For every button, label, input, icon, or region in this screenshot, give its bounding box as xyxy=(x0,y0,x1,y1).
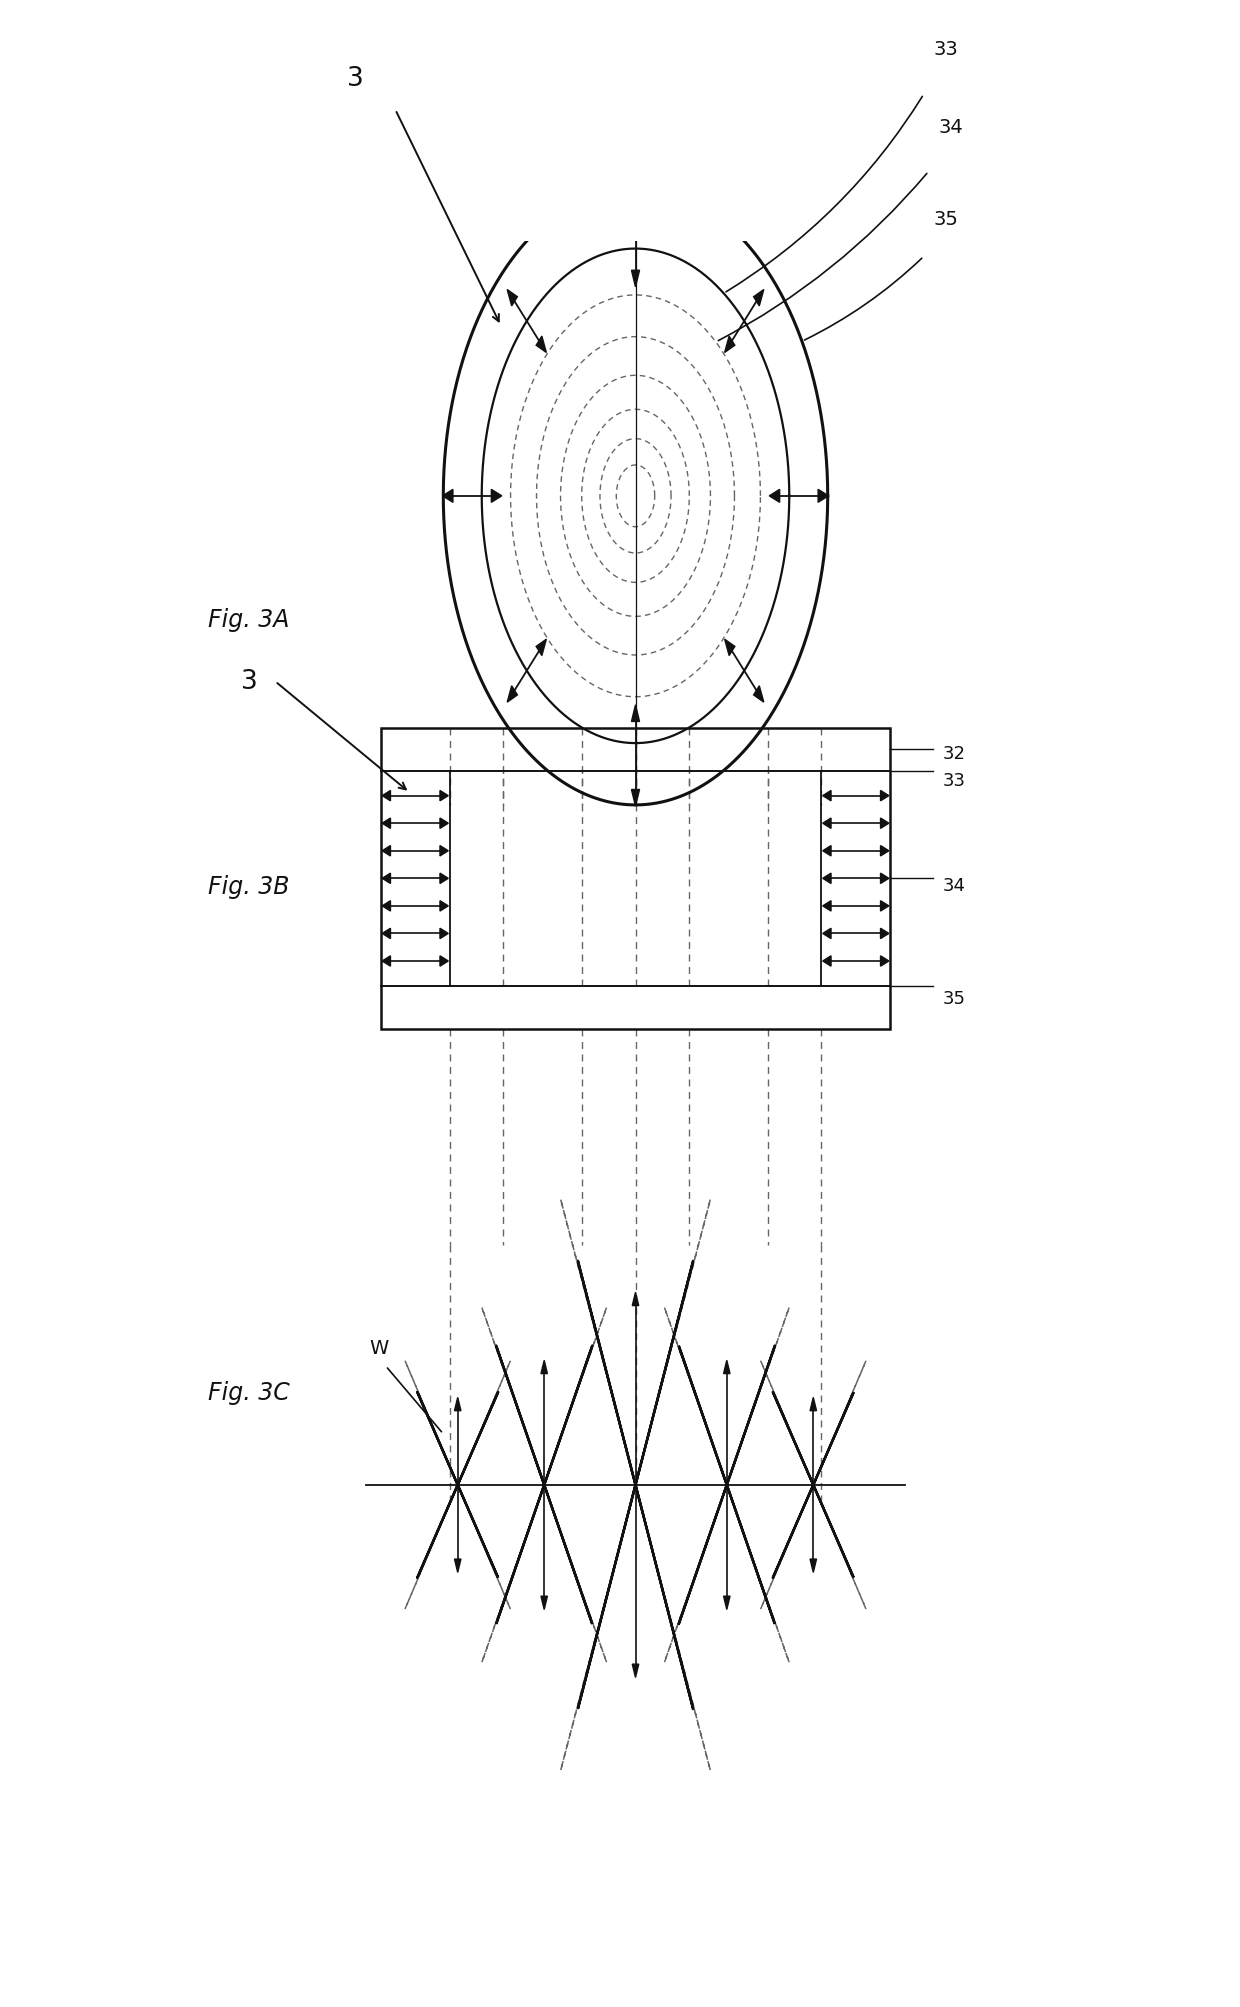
Polygon shape xyxy=(822,873,831,883)
Polygon shape xyxy=(507,289,517,305)
Text: 3: 3 xyxy=(347,66,365,92)
Text: 32: 32 xyxy=(944,745,966,763)
Text: Fig. 3B: Fig. 3B xyxy=(208,875,289,899)
Polygon shape xyxy=(443,490,453,502)
Text: 35: 35 xyxy=(934,211,959,229)
Polygon shape xyxy=(822,791,831,801)
Polygon shape xyxy=(822,845,831,855)
Polygon shape xyxy=(822,901,831,911)
Bar xyxy=(381,729,890,1030)
Text: 35: 35 xyxy=(944,989,966,1008)
Polygon shape xyxy=(631,704,640,721)
Text: 33: 33 xyxy=(944,773,966,791)
Polygon shape xyxy=(631,185,640,203)
Polygon shape xyxy=(822,819,831,829)
Polygon shape xyxy=(724,638,735,656)
Polygon shape xyxy=(382,819,391,829)
Polygon shape xyxy=(880,845,889,855)
Polygon shape xyxy=(455,1397,461,1411)
Text: 34: 34 xyxy=(944,877,966,895)
Polygon shape xyxy=(880,819,889,829)
Polygon shape xyxy=(822,955,831,965)
Polygon shape xyxy=(536,638,547,656)
Polygon shape xyxy=(631,271,640,287)
Polygon shape xyxy=(880,873,889,883)
Polygon shape xyxy=(724,1596,730,1610)
Text: 33: 33 xyxy=(934,40,959,60)
Polygon shape xyxy=(382,901,391,911)
Polygon shape xyxy=(880,901,889,911)
Polygon shape xyxy=(507,686,517,702)
Polygon shape xyxy=(880,791,889,801)
Polygon shape xyxy=(440,845,449,855)
Polygon shape xyxy=(818,490,828,502)
Polygon shape xyxy=(455,1559,461,1571)
Text: Fig. 3C: Fig. 3C xyxy=(208,1381,290,1405)
Polygon shape xyxy=(440,791,449,801)
Text: 34: 34 xyxy=(939,118,963,136)
Polygon shape xyxy=(754,289,764,305)
Polygon shape xyxy=(440,901,449,911)
Polygon shape xyxy=(536,335,547,353)
Polygon shape xyxy=(632,1293,639,1307)
Polygon shape xyxy=(822,929,831,939)
Polygon shape xyxy=(754,686,764,702)
Polygon shape xyxy=(541,1361,547,1373)
Polygon shape xyxy=(440,929,449,939)
Polygon shape xyxy=(632,1664,639,1678)
Polygon shape xyxy=(382,791,391,801)
Polygon shape xyxy=(724,335,735,353)
Polygon shape xyxy=(382,929,391,939)
Polygon shape xyxy=(880,955,889,965)
Text: Fig. 3A: Fig. 3A xyxy=(208,608,289,632)
Polygon shape xyxy=(440,955,449,965)
Polygon shape xyxy=(810,1559,816,1571)
Polygon shape xyxy=(382,873,391,883)
Polygon shape xyxy=(541,1596,547,1610)
Polygon shape xyxy=(382,955,391,965)
Text: 3: 3 xyxy=(242,668,258,694)
Polygon shape xyxy=(440,873,449,883)
Polygon shape xyxy=(810,1397,816,1411)
Polygon shape xyxy=(440,819,449,829)
Polygon shape xyxy=(724,1361,730,1373)
Polygon shape xyxy=(491,490,502,502)
Polygon shape xyxy=(382,845,391,855)
Polygon shape xyxy=(631,789,640,807)
Polygon shape xyxy=(769,490,780,502)
Text: W: W xyxy=(370,1339,388,1357)
Polygon shape xyxy=(880,929,889,939)
